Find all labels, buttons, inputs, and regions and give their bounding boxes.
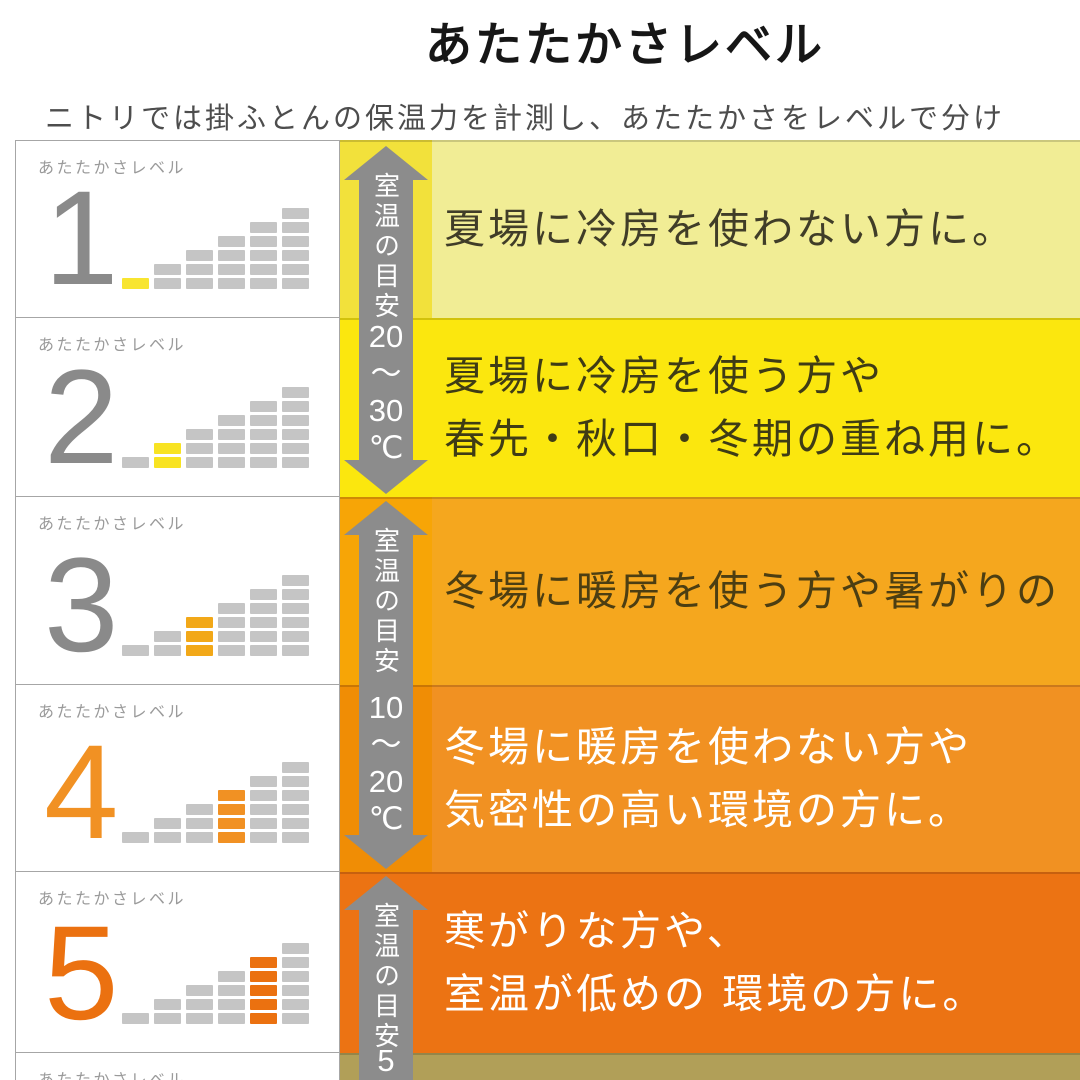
level-description: 冬場に暖房を使わない方や 気密性の高い環境の方に。 xyxy=(432,685,1080,872)
description-line: 夏場に冷房を使わない方に。 xyxy=(444,205,1016,252)
page-title: あたたかさレベル xyxy=(425,18,825,71)
level-number: 3 xyxy=(44,530,119,680)
card-label: あたたかさレベル xyxy=(38,891,187,908)
description-line: 寒がりな方や、 xyxy=(444,907,751,954)
page-header: あたたかさレベル ニトリでは掛ふとんの保温力を計測し、あたたかさをレベルで分け xyxy=(0,0,1080,140)
description-line: 夏場に冷房を使う方や xyxy=(444,352,884,399)
level-row-1: あたたかさレベル 1 夏場に冷房を使わない方に。 xyxy=(0,140,1080,318)
room-temp-arrow-2: 室温の目安 10 ～ 20 ℃ xyxy=(344,501,428,869)
room-temp-label: 室温の目安 xyxy=(370,902,401,1052)
level-number: 2 xyxy=(44,342,119,492)
description-line: 冬場に暖房を使わない方や xyxy=(444,723,972,770)
temp-range: 10 ～ 20 ℃ xyxy=(368,690,404,836)
room-temp-label: 室温の目安 xyxy=(370,172,401,322)
card-label: あたたかさレベル xyxy=(38,337,187,354)
level-card-5: あたたかさレベル 5 xyxy=(15,872,340,1053)
warmth-bars-icon xyxy=(122,387,309,468)
temp-range: 20 ～ 30 ℃ xyxy=(368,319,404,465)
level-card-2: あたたかさレベル 2 xyxy=(15,318,340,497)
temp-range: 5 xyxy=(377,1043,395,1078)
warmth-bars-icon xyxy=(122,762,309,843)
level-number: 4 xyxy=(44,717,119,867)
description-line: 室温が低めの 環境の方に。 xyxy=(444,970,987,1017)
level-card-1: あたたかさレベル 1 xyxy=(15,140,340,318)
page-subtitle: ニトリでは掛ふとんの保温力を計測し、あたたかさをレベルで分け xyxy=(45,103,1006,135)
arrow-up-icon xyxy=(344,876,428,910)
arrow-down-icon xyxy=(344,460,428,494)
warmth-bars-icon xyxy=(122,943,309,1024)
level-description: 寒がりな方や、 室温が低めの 環境の方に。 xyxy=(432,872,1080,1053)
level-description: 冬場に暖房を使う方や暑がりの xyxy=(432,497,1080,685)
description-line: 気密性の高い環境の方に。 xyxy=(444,786,972,833)
room-temp-arrow-1: 室温の目安 20 ～ 30 ℃ xyxy=(344,146,428,494)
level-number: 5 xyxy=(44,898,119,1048)
level-card-6: あたたかさレベル 6 xyxy=(15,1053,340,1080)
level-description: 夏場に冷房を使わない方に。 xyxy=(432,140,1080,318)
level-card-4: あたたかさレベル 4 xyxy=(15,685,340,872)
level-row-6: あたたかさレベル 6 xyxy=(0,1053,1080,1080)
card-label: あたたかさレベル xyxy=(38,1066,186,1080)
room-temp-label: 室温の目安 xyxy=(370,527,401,677)
description-line: 春先・秋口・冬期の重ね用に。 xyxy=(444,415,1060,462)
level-card-3: あたたかさレベル 3 xyxy=(15,497,340,685)
arrow-up-icon xyxy=(344,146,428,180)
card-label: あたたかさレベル xyxy=(38,160,187,177)
card-label: あたたかさレベル xyxy=(38,516,187,533)
arrow-up-icon xyxy=(344,501,428,535)
warmth-bars-icon xyxy=(122,575,309,656)
level-description: 夏場に冷房を使う方や 春先・秋口・冬期の重ね用に。 xyxy=(432,318,1080,497)
arrow-down-icon xyxy=(344,835,428,869)
level-row-3: あたたかさレベル 3 冬場に暖房を使う方や暑がりの xyxy=(0,497,1080,685)
level-row-4: あたたかさレベル 4 冬場に暖房を使わない方や 気密性の高い環境の方に。 xyxy=(0,685,1080,872)
level-row-2: あたたかさレベル 2 夏場に冷房を使う方や 春先・秋口・冬期の重ね用に。 xyxy=(0,318,1080,497)
card-label: あたたかさレベル xyxy=(38,704,187,721)
room-temp-arrow-3: 室温の目安 5 xyxy=(344,876,428,1080)
level-number: 1 xyxy=(44,163,119,313)
warmth-level-table: あたたかさレベル 1 夏場に冷房を使わない方に。 あたたかさレベル 2 夏場に冷… xyxy=(0,140,1080,1080)
warmth-bars-icon xyxy=(122,208,309,289)
description-line: 冬場に暖房を使う方や暑がりの xyxy=(444,567,1060,614)
level-description xyxy=(432,1053,1080,1080)
level-row-5: あたたかさレベル 5 寒がりな方や、 室温が低めの 環境の方に。 xyxy=(0,872,1080,1053)
